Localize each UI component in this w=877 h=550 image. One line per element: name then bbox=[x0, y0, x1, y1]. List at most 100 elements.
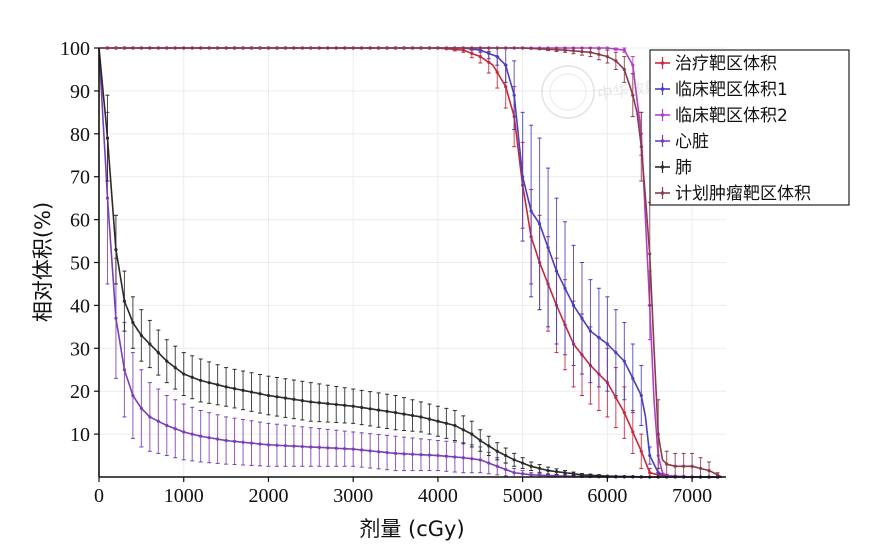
y-tick-label: 20 bbox=[70, 381, 90, 403]
data-point bbox=[351, 447, 355, 451]
data-point bbox=[309, 46, 313, 50]
data-point bbox=[639, 393, 643, 398]
data-point bbox=[410, 46, 415, 50]
data-point bbox=[648, 252, 652, 256]
data-point bbox=[334, 446, 338, 450]
data-point bbox=[529, 46, 533, 51]
data-point bbox=[597, 52, 601, 57]
data-point bbox=[275, 46, 279, 50]
y-tick-label: 80 bbox=[70, 124, 90, 146]
data-point bbox=[521, 46, 525, 50]
watermark-seal-inner bbox=[549, 73, 587, 111]
data-point bbox=[554, 48, 559, 52]
data-point bbox=[199, 434, 203, 438]
data-point bbox=[360, 46, 364, 50]
legend-label: 心脏 bbox=[675, 132, 709, 152]
data-point bbox=[690, 464, 694, 468]
data-point bbox=[317, 46, 321, 50]
data-point bbox=[122, 368, 127, 372]
legend-box bbox=[649, 49, 850, 206]
data-point bbox=[317, 445, 321, 449]
data-point bbox=[368, 46, 372, 50]
data-point bbox=[326, 46, 330, 50]
data-point bbox=[393, 411, 398, 415]
data-point bbox=[554, 269, 559, 273]
data-point bbox=[487, 51, 491, 55]
data-point bbox=[241, 388, 245, 392]
data-point bbox=[529, 464, 533, 468]
data-point bbox=[377, 46, 381, 50]
data-point bbox=[343, 447, 347, 451]
data-point bbox=[190, 46, 194, 50]
data-point bbox=[249, 441, 254, 445]
data-point bbox=[504, 63, 508, 67]
data-point bbox=[275, 443, 279, 447]
data-point bbox=[385, 409, 389, 413]
legend-item: 临床靶区体积1 bbox=[655, 80, 788, 100]
data-point bbox=[402, 412, 406, 416]
data-point bbox=[393, 46, 398, 50]
data-point bbox=[283, 444, 288, 448]
data-point bbox=[580, 316, 584, 320]
data-point bbox=[131, 46, 135, 50]
legend-label: 计划肿瘤靶区体积 bbox=[675, 184, 811, 204]
data-point bbox=[715, 473, 720, 477]
y-tick-label: 10 bbox=[70, 424, 90, 446]
data-point bbox=[156, 46, 160, 50]
data-point bbox=[622, 411, 626, 415]
y-tick-label: 70 bbox=[70, 167, 90, 189]
data-point bbox=[707, 468, 711, 473]
data-point bbox=[521, 175, 525, 179]
x-tick-label: 5000 bbox=[503, 485, 543, 507]
data-point bbox=[148, 46, 152, 50]
data-point bbox=[377, 408, 381, 412]
data-point bbox=[139, 333, 143, 338]
data-point bbox=[156, 419, 160, 423]
legend-swatch-marker bbox=[660, 61, 665, 65]
data-point bbox=[292, 46, 296, 50]
data-point bbox=[410, 452, 415, 456]
data-point bbox=[148, 342, 152, 346]
data-point bbox=[461, 428, 465, 432]
data-point bbox=[512, 471, 516, 475]
data-point bbox=[207, 436, 211, 440]
data-point bbox=[461, 456, 465, 460]
data-point bbox=[470, 457, 474, 461]
data-point bbox=[512, 93, 516, 97]
data-point bbox=[199, 378, 203, 383]
legend-item: 肺 bbox=[655, 158, 692, 178]
data-point bbox=[173, 427, 177, 431]
data-point bbox=[512, 46, 516, 50]
legend-label: 肺 bbox=[675, 158, 692, 178]
data-point bbox=[487, 46, 491, 50]
data-point bbox=[300, 46, 304, 50]
data-point bbox=[360, 405, 364, 410]
x-axis-ticks: 0 1000 2000 3000 4000 5000 6000 7000 bbox=[94, 477, 712, 507]
data-point bbox=[419, 453, 423, 457]
data-point bbox=[682, 464, 686, 468]
data-point bbox=[504, 453, 508, 458]
data-point bbox=[512, 458, 516, 462]
data-point bbox=[343, 403, 347, 407]
data-point bbox=[478, 46, 482, 50]
data-point bbox=[300, 399, 304, 403]
data-point bbox=[580, 49, 584, 54]
data-point bbox=[258, 46, 262, 50]
x-tick-label: 2000 bbox=[248, 485, 288, 507]
data-point bbox=[105, 46, 110, 50]
data-point bbox=[470, 51, 474, 55]
data-point bbox=[207, 381, 211, 385]
data-point bbox=[300, 444, 304, 449]
data-point bbox=[122, 46, 127, 50]
data-point bbox=[631, 93, 635, 97]
data-point bbox=[131, 393, 135, 398]
data-point bbox=[495, 464, 499, 468]
data-point bbox=[521, 461, 525, 465]
data-point bbox=[190, 375, 194, 379]
data-point bbox=[275, 395, 279, 399]
data-point bbox=[648, 453, 652, 458]
series-4 bbox=[98, 47, 722, 479]
data-point bbox=[385, 46, 389, 50]
data-point bbox=[461, 46, 465, 50]
